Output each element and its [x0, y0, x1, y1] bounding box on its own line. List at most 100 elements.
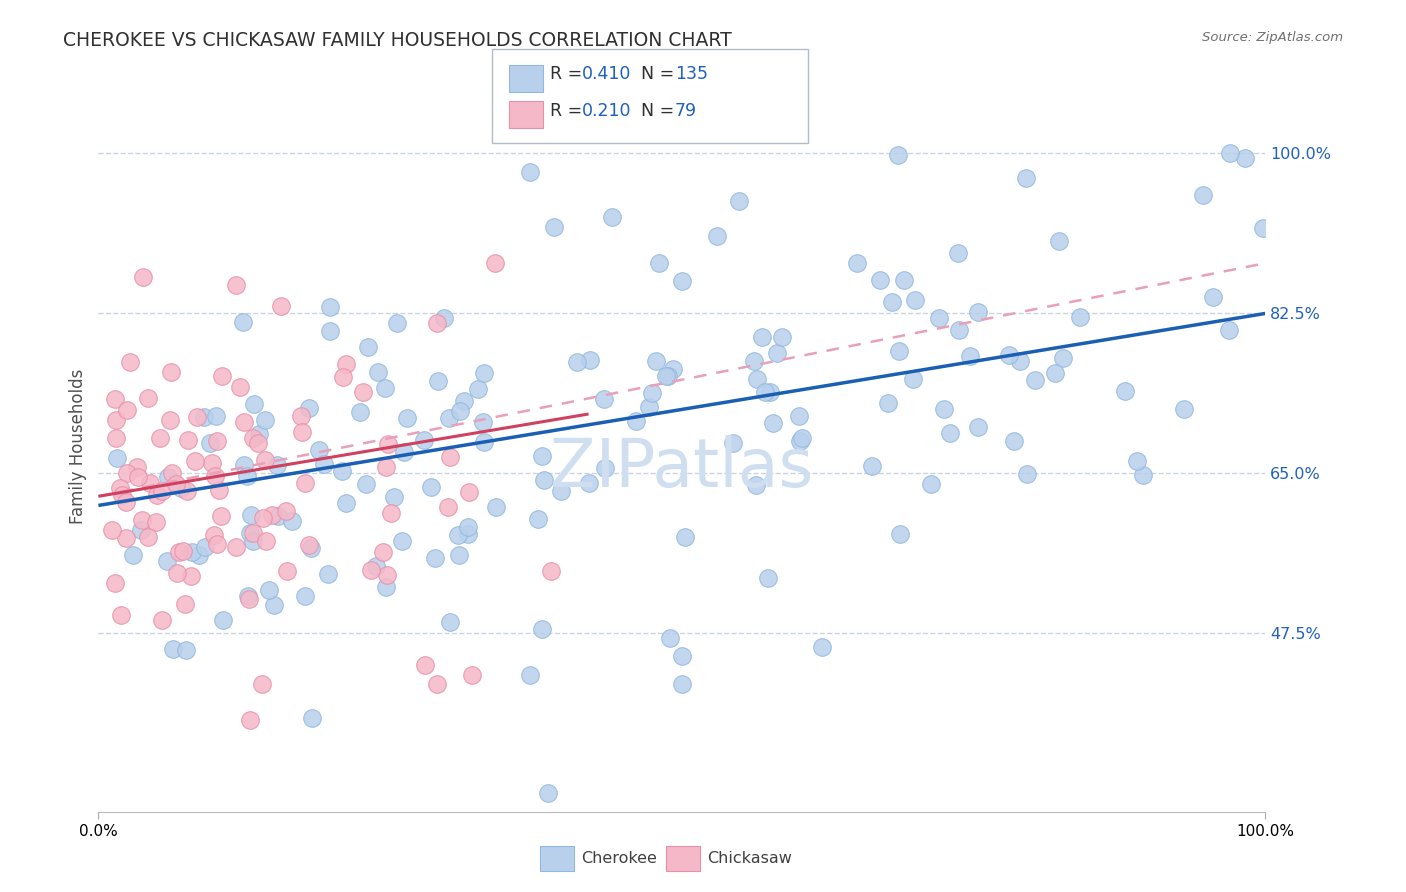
Point [457, 519, 479, 533]
Point [364, 559, 387, 574]
Point [449, 404, 471, 418]
Point [270, 299, 292, 313]
Point [186, 409, 208, 424]
Point [645, 354, 668, 368]
Point [375, 460, 398, 475]
Point [458, 484, 481, 499]
Text: N =: N = [641, 65, 681, 83]
Point [204, 409, 226, 424]
Point [1114, 384, 1136, 399]
Point [253, 452, 276, 467]
Point [108, 481, 131, 495]
Point [357, 341, 380, 355]
Point [202, 528, 225, 542]
Point [1219, 146, 1241, 161]
Point [728, 194, 751, 208]
Point [846, 256, 869, 270]
Point [239, 508, 262, 523]
Point [266, 458, 288, 472]
Point [335, 496, 357, 510]
Point [169, 545, 191, 559]
Point [787, 409, 810, 424]
Point [1049, 234, 1071, 248]
Point [174, 598, 197, 612]
Point [770, 329, 793, 343]
Point [565, 354, 588, 368]
Point [236, 468, 259, 483]
Point [115, 495, 138, 509]
Point [115, 466, 138, 480]
Point [232, 458, 254, 472]
Point [659, 631, 682, 645]
Point [747, 372, 769, 386]
Point [647, 256, 669, 270]
Point [183, 454, 205, 468]
Point [366, 365, 388, 379]
Point [319, 300, 342, 314]
Point [294, 589, 316, 603]
Point [391, 533, 413, 548]
Point [671, 275, 693, 289]
Point [959, 349, 981, 363]
Point [530, 622, 553, 636]
Point [257, 582, 280, 597]
Point [637, 400, 659, 414]
Point [1015, 170, 1038, 185]
Point [174, 643, 197, 657]
Point [374, 580, 396, 594]
Point [948, 323, 970, 337]
Point [335, 357, 357, 371]
Point [413, 658, 436, 673]
Text: 0.210: 0.210 [582, 103, 631, 120]
Text: R =: R = [550, 65, 588, 83]
Point [298, 538, 321, 552]
Point [427, 374, 450, 388]
Point [1173, 402, 1195, 417]
Point [316, 566, 339, 581]
Point [105, 413, 128, 427]
Point [467, 382, 489, 396]
Point [145, 515, 167, 529]
Point [159, 412, 181, 426]
Point [254, 533, 277, 548]
Point [472, 435, 495, 450]
Point [1045, 366, 1067, 380]
Point [149, 431, 172, 445]
Point [360, 563, 382, 577]
Point [1010, 353, 1032, 368]
Point [253, 413, 276, 427]
Point [578, 352, 600, 367]
Point [156, 554, 179, 568]
Point [117, 402, 139, 417]
Point [349, 405, 371, 419]
Point [247, 427, 270, 442]
Point [352, 384, 374, 399]
Point [105, 431, 128, 445]
Point [706, 228, 728, 243]
Point [166, 566, 188, 580]
Point [243, 397, 266, 411]
Point [242, 534, 264, 549]
Point [433, 310, 456, 325]
Point [887, 148, 910, 162]
Point [209, 509, 232, 524]
Point [869, 273, 891, 287]
Point [901, 372, 924, 386]
Point [101, 523, 124, 537]
Point [105, 450, 128, 465]
Point [595, 461, 617, 475]
Point [380, 506, 402, 520]
Point [205, 536, 228, 550]
Point [229, 379, 252, 393]
Point [131, 513, 153, 527]
Point [543, 219, 565, 234]
Point [252, 511, 274, 525]
Point [437, 410, 460, 425]
Point [150, 613, 173, 627]
Text: CHEROKEE VS CHICKASAW FAMILY HOUSEHOLDS CORRELATION CHART: CHEROKEE VS CHICKASAW FAMILY HOUSEHOLDS … [63, 31, 733, 50]
Point [127, 469, 149, 483]
Point [537, 787, 560, 801]
Point [392, 445, 415, 459]
Point [172, 544, 194, 558]
Point [290, 409, 312, 424]
